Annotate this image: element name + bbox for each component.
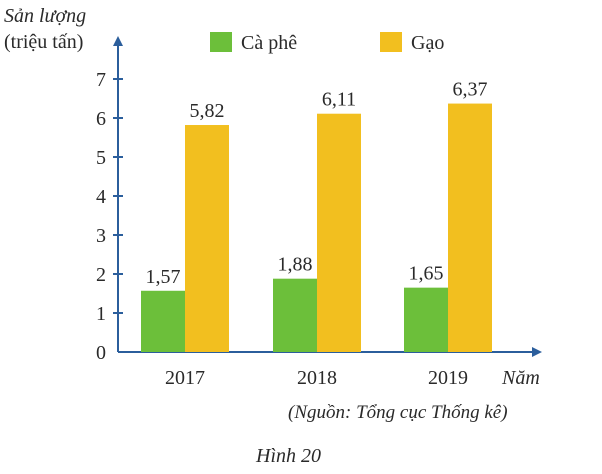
- y-tick-label: 2: [96, 264, 106, 286]
- legend-label-gao: Gạo: [411, 32, 444, 54]
- data-label: 1,88: [278, 254, 313, 276]
- y-axis-title-line2: (triệu tấn): [4, 31, 83, 53]
- y-tick-label: 5: [96, 147, 106, 169]
- x-tick-label: 2018: [297, 367, 337, 389]
- data-label: 6,37: [453, 79, 488, 101]
- y-tick-label: 4: [96, 186, 106, 208]
- data-label: 6,11: [322, 89, 356, 111]
- legend-label-ca-phe: Cà phê: [241, 32, 297, 54]
- x-tick-label: 2017: [165, 367, 205, 389]
- y-axis-arrow: [113, 36, 123, 46]
- bar-gao-2018: [317, 113, 361, 353]
- y-axis-title-line1: Sản lượng: [4, 5, 86, 27]
- y-tick-label: 7: [96, 69, 106, 91]
- y-tick-label: 6: [96, 108, 106, 130]
- y-tick-label: 3: [96, 225, 106, 247]
- labels: 0 1 2 3 4 5 6 7 1,57 5,82 2017 1,88 6,11 2018 1,65 6,37…: [96, 69, 488, 389]
- bars: [141, 103, 492, 353]
- figure-caption: Hình 20: [255, 445, 321, 467]
- bar-ca-phe-2017: [141, 290, 185, 352]
- x-axis-arrow: [532, 347, 542, 357]
- y-tick-label: 0: [96, 342, 106, 364]
- source-note: (Nguồn: Tổng cục Thống kê): [288, 402, 508, 423]
- x-tick-label: 2019: [428, 367, 468, 389]
- data-label: 1,57: [146, 266, 181, 288]
- bar-ca-phe-2018: [273, 278, 317, 352]
- legend-swatch-ca-phe: [210, 32, 232, 52]
- x-axis-title: Năm: [501, 367, 540, 389]
- data-label: 1,65: [409, 263, 444, 285]
- y-tick-label: 1: [96, 303, 106, 325]
- legend-swatch-gao: [380, 32, 402, 52]
- bar-gao-2019: [448, 103, 492, 352]
- bar-gao-2017: [185, 125, 229, 353]
- data-label: 5,82: [190, 100, 225, 122]
- legend: Cà phê Gạo: [210, 32, 444, 54]
- bar-ca-phe-2019: [404, 287, 448, 352]
